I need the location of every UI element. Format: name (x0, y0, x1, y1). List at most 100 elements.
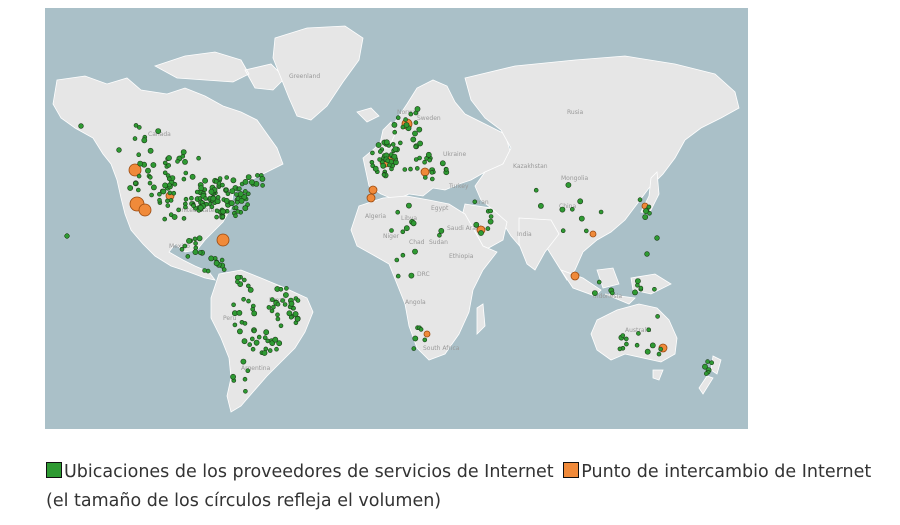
isp-marker (400, 252, 406, 258)
isp-marker (413, 120, 419, 125)
isp-marker (294, 315, 301, 322)
isp-marker (234, 274, 241, 281)
ixp-marker (420, 167, 430, 177)
isp-marker (487, 218, 494, 225)
isp-marker (127, 185, 134, 191)
isp-marker (385, 158, 391, 164)
isp-marker (425, 151, 432, 158)
ixp-marker (589, 230, 597, 238)
isp-marker (236, 328, 243, 335)
isp-marker (253, 339, 260, 346)
legend: Ubicaciones de los proveedores de servic… (46, 458, 876, 516)
isp-marker (246, 191, 251, 197)
isp-marker (400, 229, 406, 235)
isp-marker (267, 348, 273, 353)
isp-marker (637, 197, 643, 202)
ixp-marker (570, 271, 580, 281)
isp-marker (644, 348, 651, 355)
isp-marker (233, 213, 238, 219)
isp-marker (422, 159, 427, 165)
label-china: China (559, 203, 576, 210)
isp-marker (417, 140, 423, 147)
isp-marker (250, 336, 255, 342)
isp-marker (583, 228, 589, 234)
land-canada-islands (154, 51, 286, 91)
label-mongolia: Mongolia (561, 175, 588, 182)
label-saudi-arabia: Saudi Arabia (447, 225, 485, 232)
isp-marker (413, 144, 419, 150)
isp-marker (635, 282, 640, 288)
isp-marker (422, 175, 428, 180)
isp-marker (168, 198, 174, 203)
isp-marker (412, 248, 418, 255)
label-iran: Iran (477, 199, 489, 206)
isp-marker (197, 250, 203, 255)
isp-marker (136, 173, 142, 179)
isp-marker (242, 321, 248, 326)
isp-marker (427, 157, 433, 163)
label-australia: Australia (625, 327, 652, 334)
isp-marker (386, 162, 392, 168)
isp-marker (145, 167, 151, 174)
label-chad: Chad (409, 239, 425, 246)
isp-marker (225, 191, 231, 197)
isp-marker (141, 137, 148, 144)
isp-marker (149, 192, 154, 198)
isp-marker (658, 346, 664, 352)
isp-marker (219, 257, 225, 263)
isp-marker (247, 286, 254, 293)
label-norway: Norway (397, 109, 420, 116)
isp-marker (203, 196, 208, 201)
isp-marker (569, 207, 575, 212)
isp-marker (186, 237, 192, 244)
isp-marker (181, 216, 187, 221)
isp-marker (191, 203, 196, 209)
label-niger: Niger (383, 233, 400, 240)
isp-marker (183, 196, 189, 202)
isp-marker (151, 184, 157, 191)
isp-marker (155, 128, 162, 134)
isp-marker (189, 195, 194, 201)
isp-marker (537, 202, 544, 209)
isp-marker (596, 279, 602, 285)
ixp-marker (368, 185, 378, 195)
label-argentina: Argentina (241, 365, 271, 372)
isp-marker (171, 214, 178, 220)
isp-marker (198, 185, 204, 191)
isp-marker (157, 191, 162, 197)
label-sudan: Sudan (429, 239, 448, 246)
isp-marker (133, 123, 139, 128)
isp-marker (172, 182, 178, 187)
label-ukraine: Ukraine (443, 151, 466, 158)
isp-marker (292, 311, 299, 317)
label-turkey: Turkey (448, 183, 469, 190)
isp-marker (275, 312, 280, 318)
isp-marker (243, 388, 248, 394)
isp-marker (408, 111, 414, 117)
isp-marker (272, 336, 279, 343)
isp-marker (394, 257, 400, 263)
isp-marker (284, 286, 289, 291)
label-south-africa: South Africa (423, 345, 460, 352)
isp-marker (709, 360, 715, 366)
isp-marker (64, 233, 70, 239)
isp-marker (443, 167, 449, 172)
isp-marker (235, 279, 240, 285)
label-sweden: Sweden (417, 115, 441, 122)
isp-marker (270, 297, 275, 302)
isp-marker (400, 124, 406, 130)
isp-marker (437, 233, 442, 238)
isp-marker (234, 192, 239, 197)
isp-marker (634, 342, 640, 348)
isp-marker (472, 199, 478, 205)
label-angola: Angola (405, 299, 426, 306)
isp-marker (250, 346, 256, 352)
isp-marker (263, 329, 270, 336)
isp-marker (288, 314, 294, 320)
isp-marker (243, 189, 248, 194)
isp-marker (237, 186, 242, 191)
isp-marker (183, 170, 189, 176)
isp-marker (635, 278, 641, 284)
isp-marker (260, 183, 265, 188)
isp-marker (275, 301, 281, 307)
